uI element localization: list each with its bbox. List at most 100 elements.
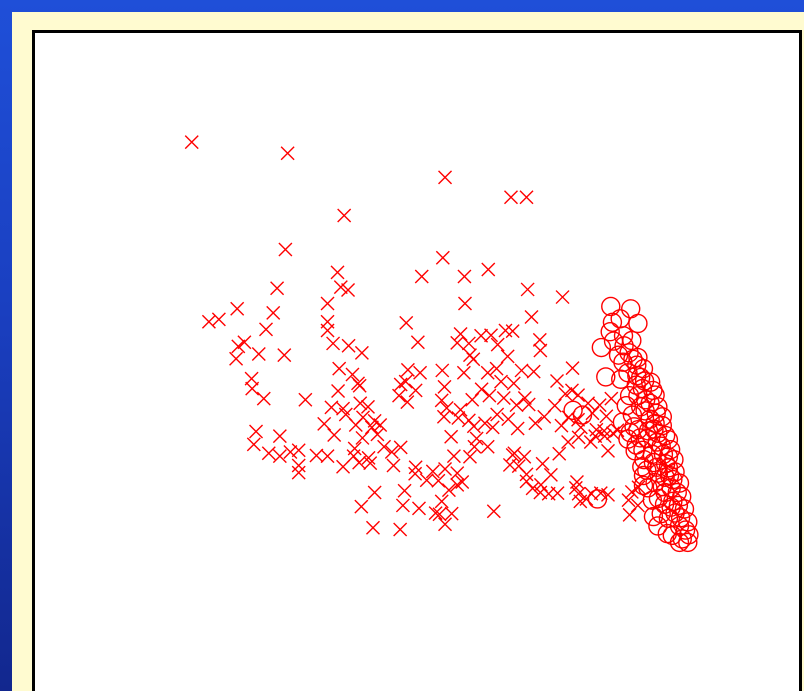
x-point [446, 449, 461, 464]
x-point [408, 383, 423, 398]
x-point [393, 440, 408, 455]
x-point [400, 362, 415, 377]
x-point [413, 365, 428, 380]
x-point [565, 361, 580, 376]
x-point [326, 336, 341, 351]
x-point [278, 242, 293, 257]
x-point [520, 282, 535, 297]
x-point [526, 364, 541, 379]
circle-point [591, 337, 612, 358]
x-point [525, 481, 540, 496]
x-point [361, 450, 376, 465]
x-point [309, 448, 324, 463]
x-point [622, 507, 637, 522]
x-point [336, 459, 351, 474]
circle-point [619, 385, 640, 406]
circle-point [632, 456, 652, 477]
x-point [453, 327, 468, 342]
x-point [456, 365, 471, 380]
x-point [411, 501, 426, 516]
x-point [229, 351, 244, 366]
x-point [337, 208, 352, 223]
x-point [564, 383, 579, 398]
x-point [261, 446, 276, 461]
x-point [435, 363, 450, 378]
x-point [485, 420, 500, 435]
x-point [583, 435, 598, 450]
x-point [601, 487, 615, 502]
x-point [392, 388, 407, 403]
x-point [601, 443, 615, 458]
x-point [588, 429, 603, 444]
x-point [341, 338, 356, 353]
x-point [450, 477, 465, 492]
circle-point [655, 467, 675, 487]
x-point [291, 465, 306, 480]
x-point [211, 312, 226, 327]
x-point [398, 374, 413, 389]
x-point [354, 499, 369, 514]
x-point [624, 484, 639, 499]
circle-point [587, 489, 608, 509]
x-point [573, 494, 588, 509]
slide-frame [12, 12, 804, 691]
x-point [246, 437, 261, 452]
x-point [504, 190, 518, 205]
x-point [592, 398, 607, 413]
x-point [490, 407, 505, 422]
circle-point [572, 405, 593, 425]
x-point [509, 398, 524, 413]
x-point [554, 418, 569, 433]
x-point [354, 345, 369, 360]
x-point [249, 424, 264, 439]
x-point [419, 473, 434, 488]
x-point [457, 296, 472, 311]
x-point [363, 456, 378, 471]
x-point [431, 473, 446, 488]
circle-point [600, 321, 620, 342]
circle-point [633, 465, 654, 486]
series-x-markers [184, 135, 646, 537]
circle-point [612, 412, 633, 432]
x-point [251, 347, 266, 361]
circle-point [602, 312, 623, 333]
x-point [571, 430, 586, 445]
x-point [500, 349, 515, 364]
x-point [507, 446, 522, 461]
x-point [348, 418, 363, 433]
x-point [201, 314, 216, 329]
x-point [270, 281, 285, 296]
x-point [467, 439, 482, 454]
x-point [400, 395, 415, 410]
x-point [571, 388, 586, 403]
x-point [291, 443, 306, 458]
x-point [537, 409, 552, 424]
x-point [465, 392, 480, 407]
circle-point [665, 462, 685, 482]
x-point [444, 429, 459, 444]
x-point [434, 393, 449, 408]
x-point [393, 522, 408, 537]
circle-point [672, 529, 692, 549]
circle-point [633, 440, 653, 460]
x-point [320, 296, 335, 311]
x-point [245, 381, 260, 396]
x-point [331, 383, 346, 398]
x-point [259, 322, 273, 337]
x-point [317, 416, 332, 431]
circle-point [643, 452, 664, 473]
circle-point [628, 313, 648, 334]
circle-point [648, 423, 668, 443]
x-point [441, 483, 456, 498]
x-point [552, 446, 567, 461]
x-point [597, 423, 612, 438]
x-point [450, 335, 465, 350]
x-point [550, 486, 565, 501]
x-point [519, 190, 534, 205]
x-point [514, 363, 529, 378]
x-point [384, 445, 399, 460]
x-point [272, 429, 287, 444]
series-circle-markers [563, 296, 699, 553]
circle-point [645, 413, 665, 433]
x-point [365, 520, 380, 535]
